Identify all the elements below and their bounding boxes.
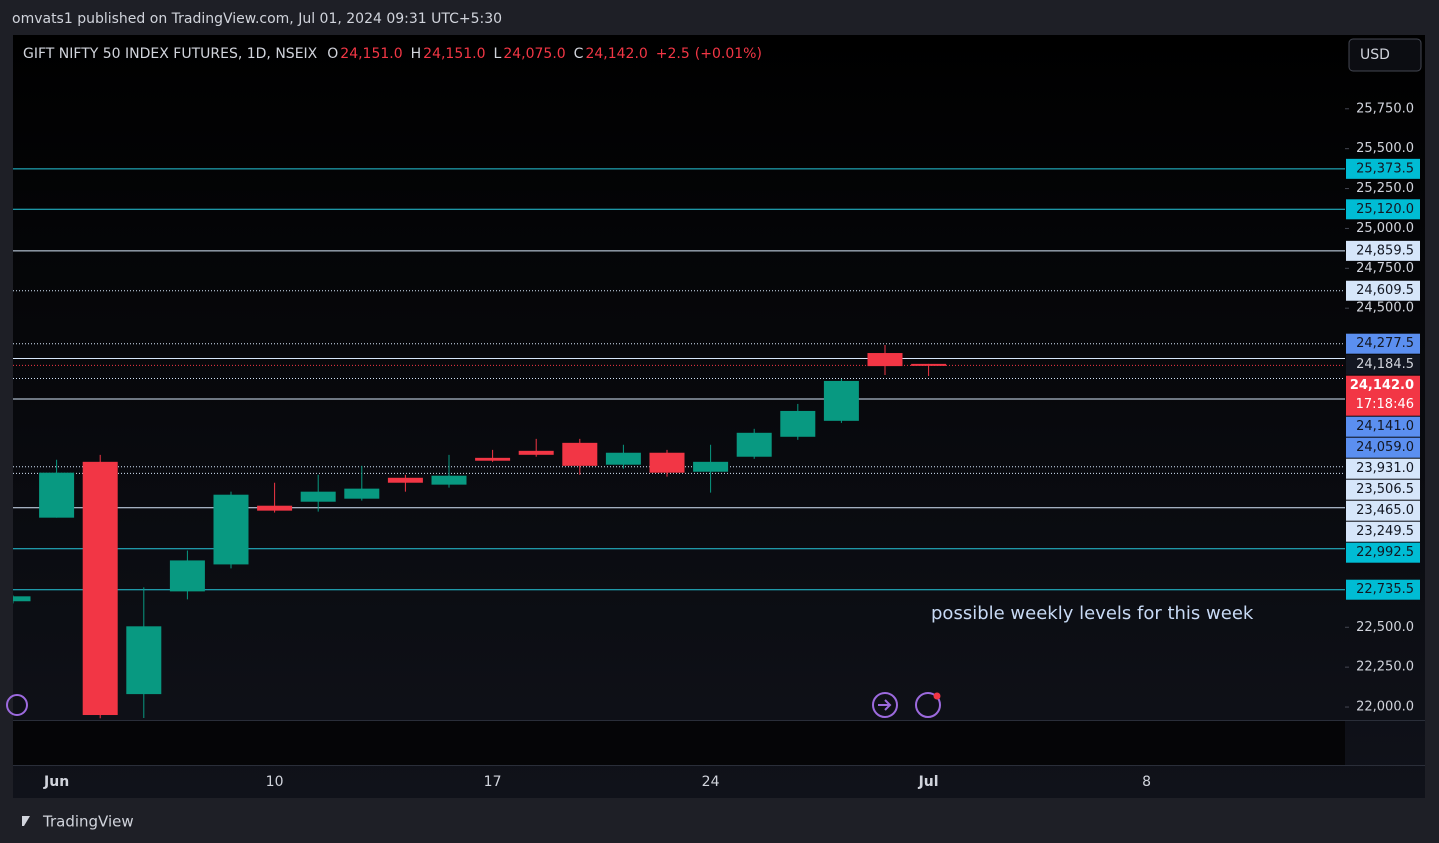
events-icon[interactable] — [915, 692, 941, 718]
candle-body — [431, 475, 467, 485]
level-tag — [1346, 354, 1420, 375]
level-tag — [1346, 500, 1420, 521]
candle-body — [344, 488, 380, 499]
candle-body — [823, 380, 859, 421]
level-label: 24,059.0 — [1356, 440, 1414, 455]
publisher-line: omvats1 published on TradingView.com, Ju… — [12, 11, 502, 27]
level-tag — [1346, 479, 1420, 500]
x-tick-label: 24 — [702, 774, 720, 790]
currency-label: USD — [1360, 47, 1390, 63]
y-tick-label: 25,000.0 — [1356, 221, 1414, 236]
symbol: GIFT NIFTY 50 INDEX FUTURES, 1D, NSEIX — [23, 46, 318, 62]
legend-value: 24,151.0 — [423, 46, 485, 62]
candle-body — [562, 442, 598, 466]
candle-body — [649, 452, 685, 473]
candle-body — [736, 432, 772, 457]
candle-body — [605, 452, 641, 465]
candle-body — [169, 560, 205, 592]
level-tag — [1346, 437, 1420, 458]
level-tag — [1346, 240, 1420, 261]
level-tag — [1346, 458, 1420, 479]
level-label: 25,120.0 — [1356, 202, 1414, 217]
level-label: 24,141.0 — [1356, 419, 1414, 434]
x-tick-label: 17 — [484, 774, 502, 790]
y-tick-label: 25,500.0 — [1356, 141, 1414, 156]
candle-body — [518, 450, 554, 455]
level-label: 23,506.5 — [1356, 482, 1414, 497]
candle-body — [475, 457, 511, 461]
legend-value: 24,075.0 — [503, 46, 565, 62]
price-axis: 25,750.0 25,500.0 25,250.0 25,000.0 24,750.0… — [1345, 101, 1420, 715]
candle-body — [867, 353, 903, 367]
level-tag — [1346, 579, 1420, 600]
last-price-label: 24,142.0 — [1350, 378, 1414, 393]
y-tick-label: 25,750.0 — [1356, 101, 1414, 116]
level-label: 25,373.5 — [1356, 161, 1414, 176]
candle-body — [257, 505, 293, 511]
scroll-icon[interactable] — [6, 694, 28, 716]
ohlc-legend: GIFT NIFTY 50 INDEX FUTURES, 1D, NSEIX O 2… — [23, 46, 762, 62]
candle-body — [780, 410, 816, 437]
chart-pane — [13, 35, 1425, 798]
level-label: 22,735.5 — [1356, 582, 1414, 597]
legend-key: C — [574, 46, 584, 62]
x-tick-label: 8 — [1142, 774, 1151, 790]
x-tick-label: Jun — [43, 774, 69, 790]
candle-body — [300, 491, 336, 502]
level-label: 23,931.0 — [1356, 461, 1414, 476]
brand: TradingView — [42, 813, 134, 831]
sub-pane — [13, 720, 1345, 765]
y-tick-label: 22,500.0 — [1356, 620, 1414, 635]
candle-body — [13, 596, 31, 602]
y-tick-label: 22,250.0 — [1356, 660, 1414, 675]
level-tag — [1346, 333, 1420, 354]
legend-key: O — [327, 46, 338, 62]
countdown: 17:18:46 — [1356, 397, 1414, 412]
y-tick-label: 22,000.0 — [1356, 700, 1414, 715]
brand-logo — [14, 816, 30, 826]
level-label: 24,859.5 — [1356, 243, 1414, 258]
level-label: 24,609.5 — [1356, 283, 1414, 298]
level-label: 23,249.5 — [1356, 524, 1414, 539]
candle-body — [82, 461, 118, 716]
level-tag — [1346, 416, 1420, 437]
y-tick-label: 24,500.0 — [1356, 301, 1414, 316]
level-label: 24,184.5 — [1356, 357, 1414, 372]
legend-change: +2.5 — [656, 46, 690, 62]
candle-body — [911, 363, 947, 366]
level-tag — [1346, 158, 1420, 179]
annotation: possible weekly levels for this week — [931, 603, 1254, 624]
level-tag — [1346, 199, 1420, 220]
candle-body — [39, 472, 75, 518]
last-price-tag — [1346, 375, 1420, 416]
candle-body — [213, 494, 249, 565]
y-tick-label: 25,250.0 — [1356, 181, 1414, 196]
legend-value: 24,142.0 — [585, 46, 647, 62]
replay-arrow — [878, 699, 892, 711]
level-label: 24,277.5 — [1356, 336, 1414, 351]
level-label: 23,465.0 — [1356, 503, 1414, 518]
x-tick-label: 10 — [266, 774, 284, 790]
candle-body — [693, 461, 729, 472]
y-tick-label: 24,750.0 — [1356, 261, 1414, 276]
level-label: 22,992.5 — [1356, 545, 1414, 560]
level-tag — [1346, 542, 1420, 563]
events-dot — [933, 692, 941, 700]
candle-body — [387, 477, 423, 483]
legend-key: H — [411, 46, 422, 62]
plot-area — [13, 168, 1345, 719]
candle-body — [126, 626, 162, 695]
level-tag — [1346, 521, 1420, 542]
x-tick-label: Jul — [918, 774, 939, 790]
legend-value: 24,151.0 — [340, 46, 402, 62]
currency-button[interactable] — [1348, 38, 1422, 72]
replay-icon[interactable] — [872, 692, 898, 718]
legend-key: L — [494, 46, 502, 62]
level-tag — [1346, 280, 1420, 301]
legend-change-pct: (+0.01%) — [695, 46, 762, 62]
